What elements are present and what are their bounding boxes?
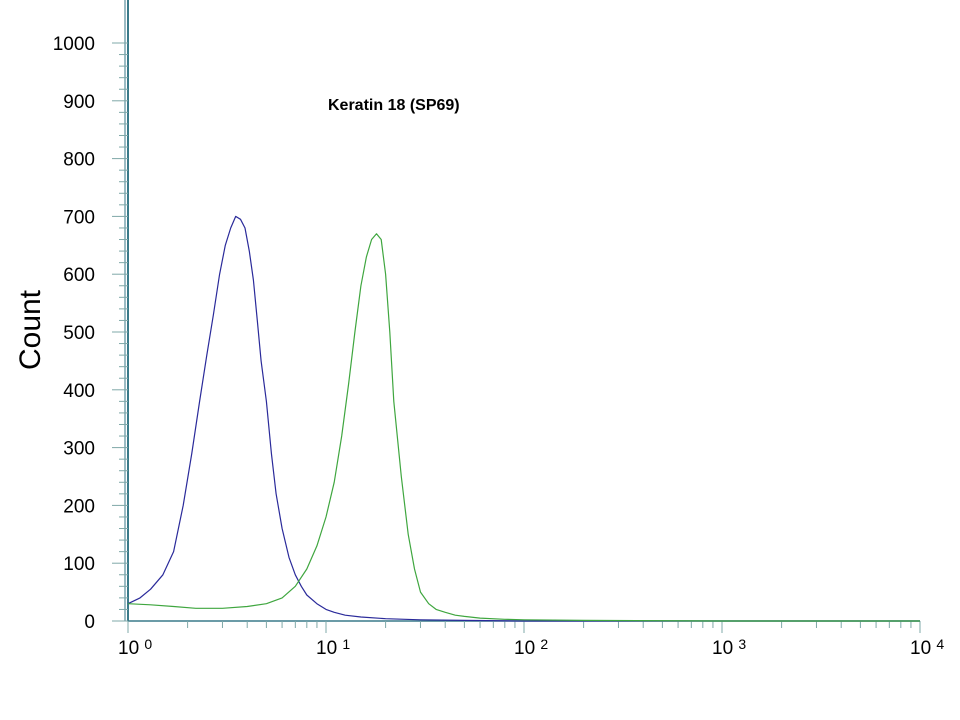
y-tick-label: 900 <box>63 92 95 113</box>
y-axis-ticks: 0 100 200 300 400 500 600 700 800 900 1000 <box>53 34 128 633</box>
x-tick-label: 10 3 <box>712 636 746 659</box>
x-tick-label: 10 0 <box>118 636 152 659</box>
series-line-2 <box>127 233 920 622</box>
y-tick-label: 800 <box>63 150 95 171</box>
y-tick-label: 100 <box>63 554 95 575</box>
y-tick-label: 1000 <box>53 34 95 55</box>
y-tick-label: 0 <box>84 612 95 633</box>
y-tick-label: 400 <box>63 381 95 402</box>
y-tick-label: 500 <box>63 323 95 344</box>
y-tick-label: 700 <box>63 207 95 228</box>
y-tick-label: 200 <box>63 496 95 517</box>
y-tick-label: 600 <box>63 265 95 286</box>
axes <box>124 0 920 622</box>
x-tick-label: 10 4 <box>910 636 944 659</box>
chart-title: Keratin 18 (SP69) <box>328 97 460 114</box>
x-tick-label: 10 2 <box>514 636 548 659</box>
x-axis-ticks: 10 0 10 1 10 2 10 3 10 4 <box>118 621 944 659</box>
y-axis-label: Count <box>14 289 47 370</box>
series-line-1 <box>127 215 920 622</box>
x-tick-label: 10 1 <box>316 636 350 659</box>
y-tick-label: 300 <box>63 439 95 460</box>
series-group <box>127 215 920 622</box>
